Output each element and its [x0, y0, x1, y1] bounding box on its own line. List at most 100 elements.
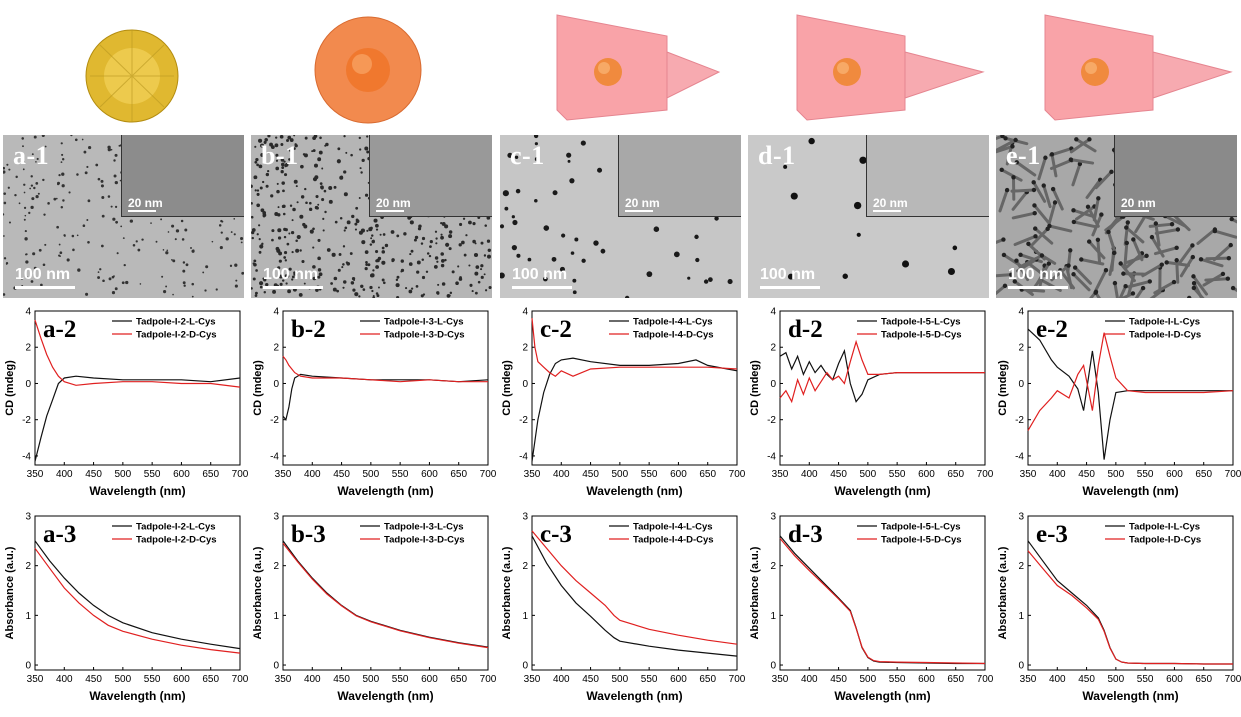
plot-frame — [34, 310, 241, 466]
plot-frame — [531, 310, 738, 466]
x-tick-label: 700 — [480, 674, 497, 685]
x-tick-label: 700 — [977, 469, 994, 480]
x-axis-label: Wavelength (nm) — [89, 484, 185, 498]
y-tick-label: 2 — [522, 561, 528, 572]
chart-svg: 350 400 450 500 550 600 650 700 -4 -2 0 2 4 Wavelengt… — [501, 307, 746, 499]
panel-label: c-3 — [540, 521, 572, 548]
chart-svg: 350 400 450 500 550 600 650 700 -4 -2 0 2 4 Wavelengt… — [997, 307, 1241, 499]
scale-bar-label: 100 nm — [512, 266, 568, 283]
figure-column-a: 20 nm a-1 100 nm 350 400 450 500 550 600 650 700 -4… — [0, 0, 249, 717]
chart-svg: 350 400 450 500 550 600 650 700 0 1 2 3 Wavelength (… — [4, 512, 249, 704]
legend-label: Tadpole-I-2-L-Cys — [136, 317, 216, 328]
y-tick-label: 0 — [25, 379, 31, 390]
scale-bar-label: 100 nm — [1008, 266, 1064, 283]
x-tick-label: 400 — [553, 469, 570, 480]
x-tick-label: 600 — [421, 674, 438, 685]
series-line-d-cys — [531, 530, 738, 645]
absorbance-spectrum-chart: 350 400 450 500 550 600 650 700 0 1 2 3 Wavelength (… — [745, 510, 994, 715]
x-axis-label: Wavelength (nm) — [586, 689, 682, 703]
x-tick-label: 700 — [1225, 674, 1241, 685]
series-line-d-cys — [34, 319, 241, 388]
x-tick-label: 350 — [524, 469, 541, 480]
y-axis-label: Absorbance (a.u.) — [252, 546, 264, 639]
x-tick-label: 700 — [729, 674, 746, 685]
scale-bar-label: 100 nm — [15, 266, 71, 283]
figure-column-e: 20 nm e-1 100 nm 350 400 450 500 550 600 650 700 -4… — [993, 0, 1241, 717]
x-tick-label: 350 — [772, 674, 789, 685]
legend-label: Tadpole-I-D-Cys — [1129, 330, 1201, 341]
y-axis-label: CD (mdeg) — [501, 360, 513, 416]
y-axis-label: Absorbance (a.u.) — [501, 546, 513, 639]
legend-label: Tadpole-I-4-D-Cys — [633, 330, 714, 341]
chart-svg: 350 400 450 500 550 600 650 700 0 1 2 3 Wavelength (… — [997, 512, 1241, 704]
series-line-l-cys — [531, 357, 738, 462]
y-tick-label: 2 — [770, 343, 776, 354]
figure-column-c: 20 nm c-1 100 nm 350 400 450 500 550 600 650 700 -4… — [497, 0, 746, 717]
panel-label: b-3 — [291, 521, 326, 548]
inset-scale-bar-label: 20 nm — [128, 196, 163, 210]
figure-column-d: 20 nm d-1 100 nm 350 400 450 500 550 600 650 700 -4… — [745, 0, 994, 717]
x-tick-label: 600 — [918, 674, 935, 685]
chart-svg: 350 400 450 500 550 600 650 700 0 1 2 3 Wavelength (… — [501, 512, 746, 704]
x-tick-label: 400 — [1049, 674, 1066, 685]
y-tick-label: 1 — [25, 611, 31, 622]
x-tick-label: 700 — [232, 469, 249, 480]
x-tick-label: 650 — [947, 674, 964, 685]
legend-label: Tadpole-I-4-L-Cys — [633, 317, 713, 328]
x-axis-label: Wavelength (nm) — [834, 689, 930, 703]
x-axis-label: Wavelength (nm) — [1082, 689, 1178, 703]
x-tick-label: 650 — [947, 469, 964, 480]
legend-label: Tadpole-I-3-D-Cys — [384, 535, 465, 546]
tem-inset-zoom: 20 nm — [121, 135, 244, 217]
legend-label: Tadpole-I-L-Cys — [1129, 522, 1200, 533]
x-tick-label: 550 — [889, 469, 906, 480]
x-tick-label: 600 — [670, 674, 687, 685]
plot-frame — [779, 515, 986, 671]
x-tick-label: 400 — [801, 469, 818, 480]
x-tick-label: 500 — [363, 469, 380, 480]
series-line-d-cys — [1027, 550, 1233, 665]
x-tick-label: 350 — [524, 674, 541, 685]
x-tick-label: 450 — [333, 674, 350, 685]
plot-frame — [779, 310, 986, 466]
x-tick-label: 500 — [612, 469, 629, 480]
nanoparticle-model-illustration — [796, 14, 985, 121]
legend-label: Tadpole-I-5-L-Cys — [881, 317, 961, 328]
y-tick-label: -4 — [767, 451, 776, 462]
y-tick-label: -4 — [22, 451, 31, 462]
plot-frame — [1027, 515, 1234, 671]
y-tick-label: 4 — [273, 307, 279, 318]
x-tick-label: 600 — [173, 674, 190, 685]
series-line-l-cys — [779, 348, 985, 403]
x-tick-label: 600 — [918, 469, 935, 480]
y-tick-label: 0 — [522, 379, 528, 390]
x-tick-label: 650 — [699, 674, 716, 685]
y-tick-label: 0 — [1018, 661, 1024, 672]
tem-micrograph: 20 nm b-1 100 nm — [251, 135, 492, 298]
y-tick-label: 3 — [522, 512, 528, 523]
series-line-l-cys — [34, 375, 241, 462]
panel-label: a-3 — [43, 521, 76, 548]
y-tick-label: 1 — [770, 611, 776, 622]
scale-bar — [263, 286, 323, 289]
y-tick-label: 0 — [1018, 379, 1024, 390]
tem-micrograph: 20 nm a-1 100 nm — [3, 135, 244, 298]
series-line-d-cys — [531, 318, 738, 377]
series-line-d-cys — [282, 355, 488, 383]
x-tick-label: 400 — [56, 674, 73, 685]
y-tick-label: -4 — [270, 451, 279, 462]
x-tick-label: 350 — [27, 469, 44, 480]
x-tick-label: 350 — [772, 469, 789, 480]
y-tick-label: 2 — [522, 343, 528, 354]
chart-svg: 350 400 450 500 550 600 650 700 -4 -2 0 2 4 Wavelengt… — [252, 307, 497, 499]
y-tick-label: 3 — [770, 512, 776, 523]
y-axis-label: CD (mdeg) — [4, 360, 16, 416]
y-axis-label: CD (mdeg) — [997, 360, 1009, 416]
x-tick-label: 500 — [612, 674, 629, 685]
y-axis-label: CD (mdeg) — [252, 360, 264, 416]
chart-svg: 350 400 450 500 550 600 650 700 -4 -2 0 2 4 Wavelengt… — [749, 307, 994, 499]
x-axis-label: Wavelength (nm) — [89, 689, 185, 703]
inset-scale-bar-label: 20 nm — [873, 196, 908, 210]
series-line-d-cys — [1027, 332, 1234, 431]
x-tick-label: 350 — [1020, 674, 1037, 685]
